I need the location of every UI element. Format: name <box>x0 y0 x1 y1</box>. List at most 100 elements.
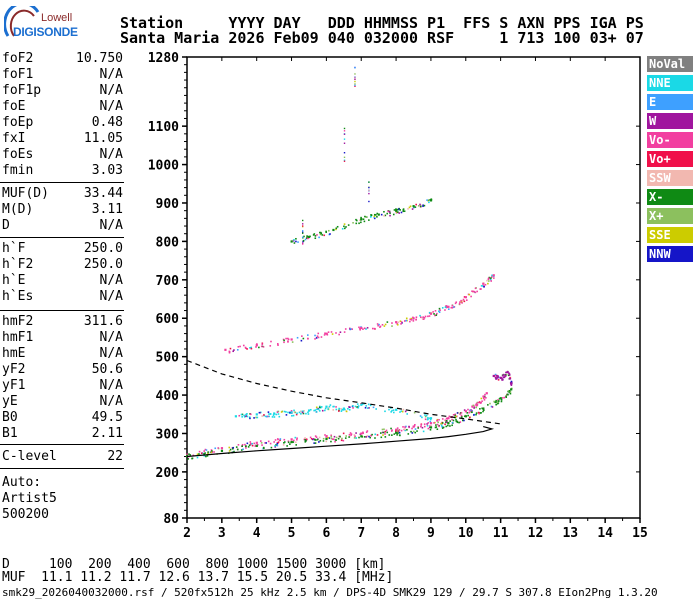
echo-point <box>490 405 493 408</box>
data-point <box>499 397 502 400</box>
param-name: hmF2 <box>2 314 34 329</box>
echo-point <box>319 406 322 409</box>
echo-point <box>316 408 318 410</box>
echo-point <box>496 376 498 378</box>
echo-point <box>338 333 340 336</box>
echo-point <box>187 458 190 460</box>
autoscale-version: 500200 <box>2 507 49 522</box>
echo-point <box>188 453 190 455</box>
echo-point <box>502 376 505 379</box>
x-tick-label: 4 <box>253 526 261 541</box>
echo-point <box>267 411 270 413</box>
echo-point <box>427 315 429 318</box>
echo-point <box>441 307 444 309</box>
echo-point <box>455 415 457 418</box>
echo-point <box>404 410 407 413</box>
echo-point <box>229 347 232 350</box>
data-point <box>492 274 495 277</box>
echo-point <box>384 430 387 433</box>
echo-point <box>276 343 279 345</box>
y-tick-label: 800 <box>156 235 180 250</box>
data-point <box>255 413 258 416</box>
echo-point <box>342 439 345 442</box>
echo-point <box>373 327 376 330</box>
echo-point <box>396 323 399 326</box>
echo-point <box>474 287 477 290</box>
echo-point <box>364 215 366 218</box>
echo-point <box>422 318 425 320</box>
echo-point <box>204 452 206 454</box>
echo-point <box>340 408 342 410</box>
echo-point <box>493 277 495 279</box>
data-point <box>273 412 276 415</box>
echo-point <box>203 452 205 455</box>
echo-point <box>270 446 273 449</box>
echo-point <box>266 415 268 418</box>
echo-point <box>253 417 255 419</box>
echo-point <box>441 427 444 429</box>
echo-point <box>302 337 305 340</box>
echo-point <box>491 274 493 277</box>
echo-point <box>330 440 332 443</box>
stray-echo <box>354 67 356 69</box>
echo-point <box>454 302 457 305</box>
echo-point <box>318 441 320 443</box>
echo-point <box>211 451 213 453</box>
separator <box>0 182 124 183</box>
x-tick-label: 9 <box>427 526 435 541</box>
echo-point <box>304 238 307 241</box>
param-name: C-level <box>2 449 57 464</box>
echo-point <box>497 376 499 379</box>
data-point <box>395 321 398 324</box>
echo-point <box>355 222 358 225</box>
echo-point <box>449 425 451 427</box>
echo-point <box>483 399 486 401</box>
legend-item: NNW <box>647 246 693 262</box>
echo-point <box>315 411 318 413</box>
echo-point <box>482 395 485 398</box>
echo-point <box>246 415 249 418</box>
echo-point <box>237 444 240 446</box>
param-value: 10.750 <box>76 51 123 66</box>
legend-item: X- <box>647 189 693 205</box>
param-value: 0.48 <box>91 115 123 130</box>
echo-point <box>314 235 317 237</box>
echo-point <box>327 407 330 409</box>
echo-point <box>395 211 398 214</box>
echo-point <box>390 407 392 409</box>
echo-point <box>335 332 337 334</box>
param-name: yF1 <box>2 378 26 393</box>
echo-point <box>348 406 350 408</box>
data-point <box>220 449 224 452</box>
echo-point <box>476 403 479 406</box>
echo-point <box>480 412 482 414</box>
echo-point <box>363 327 366 330</box>
echo-point <box>422 430 425 433</box>
echo-point <box>510 384 513 386</box>
echo-point <box>292 239 295 242</box>
echo-point <box>479 412 481 414</box>
echo-point <box>365 405 368 407</box>
echo-point <box>392 213 395 216</box>
echo-point <box>414 206 417 208</box>
echo-point <box>421 416 423 419</box>
echo-point <box>289 411 291 414</box>
echo-point <box>273 416 276 418</box>
separator <box>0 444 124 445</box>
param-value: 250.0 <box>83 257 123 272</box>
data-point <box>255 441 258 444</box>
echo-point <box>255 346 257 348</box>
echo-point <box>469 409 472 411</box>
echo-point <box>385 429 388 432</box>
echo-point <box>459 421 462 423</box>
echo-point <box>322 440 325 442</box>
echo-point <box>422 205 424 208</box>
data-point <box>429 417 433 420</box>
echo-point <box>373 217 376 220</box>
echo-point <box>399 320 402 322</box>
echo-point <box>380 436 383 439</box>
echo-point <box>324 409 326 412</box>
echo-point <box>327 408 329 410</box>
echo-point <box>379 326 381 328</box>
echo-point <box>396 208 399 211</box>
